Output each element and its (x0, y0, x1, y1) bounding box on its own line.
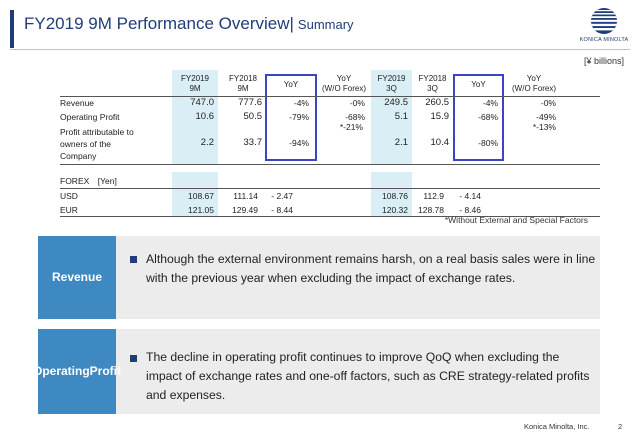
highlight-fy2019-9m (172, 70, 218, 165)
footer-company: Konica Minolta, Inc. (524, 422, 590, 431)
cell-value: 777.6 (238, 97, 262, 108)
table-bottom-rule (60, 216, 600, 217)
operating-profit-tag: Operating Profit (33, 329, 121, 414)
yoy-9m-box (265, 74, 317, 161)
title-underline (10, 49, 630, 50)
title-main: FY2019 9M Performance Overview (24, 14, 290, 33)
cell-value: 5.1 (394, 111, 408, 122)
row-label: EUR (60, 205, 78, 215)
cell-value: - 8.44 (271, 205, 293, 215)
row-label: USD (60, 191, 78, 201)
cell-value: 2.2 (200, 137, 214, 148)
row-label: Profit attributable to owners of the Compa… (60, 127, 134, 161)
cell-value-adjusted: *-21% (339, 122, 363, 132)
cell-value: -0% (540, 98, 556, 108)
footnote: *Without External and Special Factors (444, 215, 588, 225)
header-fy2019-3q: FY2019 3Q (377, 74, 406, 93)
header-fy2018-9m: FY2018 9M (228, 74, 258, 93)
cell-value: 15.9 (430, 111, 450, 122)
cell-value: 112.9 (423, 191, 444, 201)
page-title: FY2019 9M Performance Overview| Summary (24, 14, 354, 34)
revenue-panel: Revenue Although the external environmen… (38, 236, 600, 319)
cell-value: 249.5 (384, 97, 408, 108)
forex-rule (60, 188, 600, 189)
row-label: Operating Profit (60, 112, 120, 122)
performance-table: FY2019 9M FY2018 9M YoY YoY (W/O Forex) FY2… (60, 66, 600, 217)
cell-value: -68% (478, 112, 498, 122)
cell-value: 128.78 (418, 205, 444, 215)
square-bullet-icon (130, 355, 137, 362)
cell-value: 129.49 (232, 205, 258, 215)
revenue-tag: Revenue (38, 236, 116, 319)
cell-value: - 8.46 (459, 205, 481, 215)
cell-value: -68% (345, 112, 365, 122)
header-fy2019-9m: FY2019 9M (180, 74, 210, 93)
title-subtitle: Summary (297, 17, 354, 32)
highlight-fy2019-9m-forex (172, 172, 218, 216)
cell-value: -79% (289, 112, 309, 122)
logo-text: KONICA MINOLTA (579, 37, 629, 43)
cell-value: 260.5 (425, 97, 449, 108)
header-fy2018-3q: FY2018 3Q (418, 74, 447, 93)
cell-value: 33.7 (243, 137, 263, 148)
row-label: Revenue (60, 98, 95, 108)
globe-logo-icon (591, 8, 617, 34)
operating-profit-panel: Operating Profit The decline in operating… (33, 329, 600, 414)
header-yoy-wo-forex-9m: YoY (W/O Forex) (322, 74, 366, 93)
cell-value: 10.6 (195, 111, 215, 122)
cell-value-adjusted: *-13% (532, 122, 556, 132)
cell-value: -94% (289, 138, 309, 148)
title-accent-bar (10, 10, 14, 48)
cell-value: - 2.47 (271, 191, 293, 201)
forex-header: FOREX [Yen] (60, 176, 117, 186)
company-logo: KONICA MINOLTA (574, 7, 634, 51)
cell-value: 108.67 (188, 191, 214, 201)
yoy-3q-box (453, 74, 504, 161)
page-number: 2 (618, 422, 623, 431)
header-yoy-9m: YoY (283, 80, 299, 89)
cell-value: -4% (293, 98, 309, 108)
table-mid-rule (60, 164, 600, 165)
highlight-fy2019-3q (371, 70, 412, 165)
cell-value: 120.32 (382, 205, 408, 215)
cell-value: 747.0 (190, 97, 214, 108)
highlight-fy2019-3q-forex (371, 172, 412, 216)
units-label: [¥ billions] (583, 56, 624, 66)
table-header-rule (60, 96, 600, 97)
cell-value: -0% (349, 98, 365, 108)
cell-value: 108.76 (382, 191, 408, 201)
header-yoy-3q: YoY (471, 80, 486, 89)
cell-value: -49% (536, 112, 556, 122)
title-separator: | (289, 14, 294, 33)
square-bullet-icon (130, 256, 137, 263)
cell-value: 50.5 (243, 111, 263, 122)
cell-value: - 4.14 (459, 191, 481, 201)
cell-value: 2.1 (394, 137, 408, 148)
cell-value: 10.4 (430, 137, 450, 148)
operating-profit-text: The decline in operating profit continue… (146, 350, 590, 402)
header-yoy-wo-forex-3q: YoY (W/O Forex) (512, 74, 556, 93)
cell-value: 111.14 (233, 191, 258, 201)
cell-value: 121.05 (188, 205, 214, 215)
cell-value: -4% (482, 98, 498, 108)
cell-value: -80% (478, 138, 498, 148)
revenue-text: Although the external environment remain… (146, 252, 596, 285)
